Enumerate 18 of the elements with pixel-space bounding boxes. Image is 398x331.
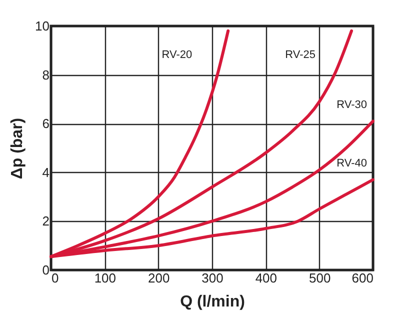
y-axis-title: Δp (bar) bbox=[9, 118, 26, 180]
x-tick-label: 500 bbox=[308, 270, 331, 286]
text: RV-25 bbox=[285, 48, 316, 61]
x-tick-label: 100 bbox=[94, 270, 116, 286]
x-tick-label: 600 bbox=[352, 270, 374, 286]
x-tick-label: 400 bbox=[255, 270, 278, 286]
y-tick-label: 8 bbox=[42, 67, 50, 82]
text: RV-20 bbox=[162, 48, 192, 61]
series-label: RV-40 bbox=[336, 158, 367, 170]
y-tick-label: 10 bbox=[35, 18, 50, 34]
y-tick-label: 4 bbox=[42, 164, 50, 180]
series-label: RV-30 bbox=[336, 99, 367, 112]
x-tick-label: 200 bbox=[148, 270, 170, 286]
y-tick-label: 6 bbox=[42, 116, 50, 132]
y-tick-label: 2 bbox=[42, 214, 50, 229]
x-axis-title: Q (l/min) bbox=[180, 294, 245, 310]
x-tick-label: 0 bbox=[52, 270, 59, 286]
x-tick-label: 300 bbox=[202, 270, 224, 286]
